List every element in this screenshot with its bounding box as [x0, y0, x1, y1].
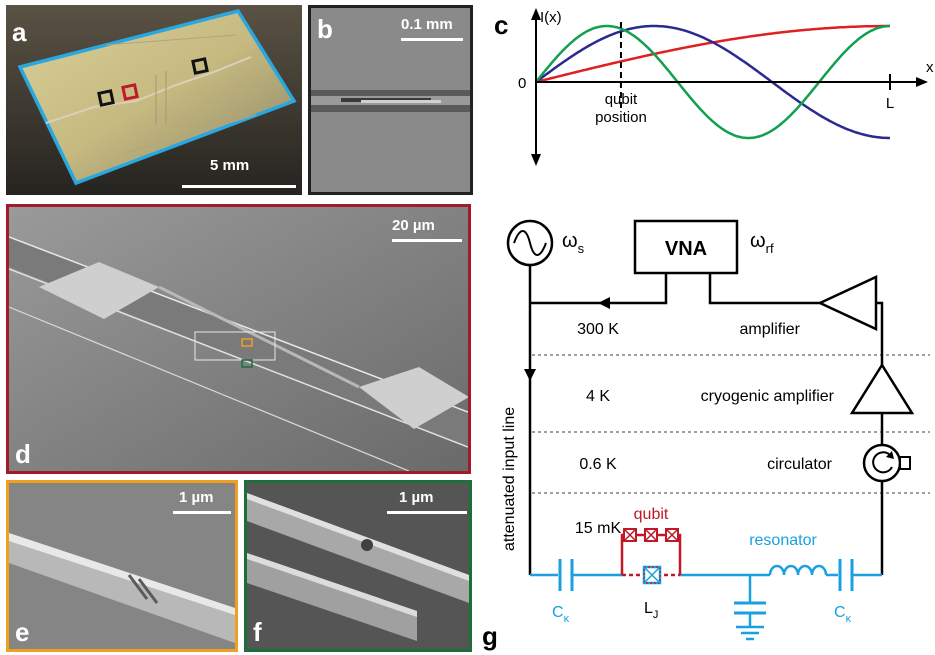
mode-5-curve — [535, 24, 890, 140]
panel-c-label: c — [494, 10, 509, 40]
stage-temp-15mk: 15 mK — [575, 520, 622, 537]
panel-f-scale-label: 1 µm — [399, 489, 434, 506]
panel-b-illustration — [311, 8, 470, 192]
qubit-junction-1 — [623, 528, 637, 542]
mode-1-curve — [535, 24, 890, 84]
panel-e-scale-bar — [173, 511, 231, 514]
vna-output-arrow — [598, 297, 610, 309]
qubit-label-line2: position — [595, 109, 647, 126]
x-axis-label: x — [926, 59, 934, 76]
stage-temp-4k: 4 K — [586, 388, 610, 405]
ck-label-right: Cκ — [834, 604, 852, 625]
sine-icon — [513, 230, 547, 256]
panel-g-label: g — [482, 621, 498, 651]
y-axis-arrow-down — [531, 154, 541, 166]
rf-label: ωrf — [750, 230, 774, 256]
panel-d-scale-label: 20 µm — [392, 217, 435, 234]
vna-output-line — [530, 273, 668, 305]
stage-temp-06k: 0.6 K — [579, 456, 617, 473]
ck-label-left: Cκ — [552, 604, 570, 625]
origin-label: 0 — [518, 75, 526, 92]
circulator-label: circulator — [767, 456, 833, 473]
panel-f-illustration — [247, 483, 469, 649]
circulator-arrow-icon — [872, 451, 893, 474]
source-label: ωs — [562, 230, 585, 256]
panel-b-label: b — [317, 14, 333, 44]
panel-b-sem: b 0.1 mm — [308, 5, 473, 195]
panel-a-chip-photo: a 5 mm — [6, 5, 302, 195]
chip-photo-illustration — [6, 5, 302, 195]
panel-f-label: f — [253, 617, 262, 647]
x-axis-arrow — [916, 77, 928, 87]
cryogenic-amplifier — [849, 362, 915, 415]
panel-b-scale-bar — [401, 38, 463, 41]
panel-e-illustration — [9, 483, 235, 649]
panel-f-sem: f 1 µm — [244, 480, 472, 652]
input-arrow — [524, 369, 536, 381]
qubit-label: qubit — [634, 506, 669, 523]
panel-d-scale-bar — [392, 239, 462, 242]
mode-3-curve — [535, 24, 890, 140]
return-line — [708, 273, 820, 305]
amplifier-label: amplifier — [740, 321, 801, 338]
qubit-label-line1: qubit — [605, 91, 638, 108]
panel-a-label: a — [12, 17, 27, 47]
panel-e-label: e — [15, 617, 30, 647]
circuit-diagram: ωs VNA ωrf 300 K 4 K 0.6 K 15 mK amplifi… — [501, 219, 930, 641]
lj-label: LJ — [644, 600, 658, 621]
panel-d-label: d — [15, 439, 31, 469]
circulator-termination — [899, 456, 911, 470]
end-label: L — [886, 95, 894, 112]
input-line-label: attenuated input line — [501, 407, 518, 551]
panel-g-circuit: ωs VNA ωrf 300 K 4 K 0.6 K 15 mK amplifi… — [480, 205, 935, 655]
panel-f-scale-bar — [387, 511, 467, 514]
mode-chart: I(x) x 0 L qubit position — [518, 8, 934, 166]
room-temp-amplifier — [817, 275, 878, 331]
panel-d-illustration — [9, 207, 468, 471]
y-axis-arrow-up — [531, 8, 541, 20]
qubit-junction-3 — [665, 528, 679, 542]
circulator — [862, 443, 902, 483]
resonator-inductor — [768, 564, 828, 576]
stage-temp-300k: 300 K — [577, 321, 619, 338]
panel-a-scale-bar — [182, 185, 296, 188]
panel-c-mode-plot: I(x) x 0 L qubit position c — [480, 0, 935, 200]
vna-box — [633, 219, 739, 275]
amp-line-1 — [876, 301, 884, 365]
panel-d-sem: d 20 µm — [6, 204, 471, 474]
cryogenic-amplifier-label: cryogenic amplifier — [701, 388, 835, 405]
panel-e-scale-label: 1 µm — [179, 489, 214, 506]
vna-label: VNA — [665, 238, 707, 260]
panel-b-scale-label: 0.1 mm — [401, 16, 453, 33]
qubit-junction-2 — [644, 528, 658, 542]
resonator-label: resonator — [749, 532, 817, 549]
chip-outline — [17, 8, 297, 186]
panel-e-sem: e 1 µm — [6, 480, 238, 652]
lj-junction — [642, 565, 662, 585]
panel-a-scale-label: 5 mm — [210, 157, 250, 174]
y-axis-label: I(x) — [540, 9, 562, 26]
